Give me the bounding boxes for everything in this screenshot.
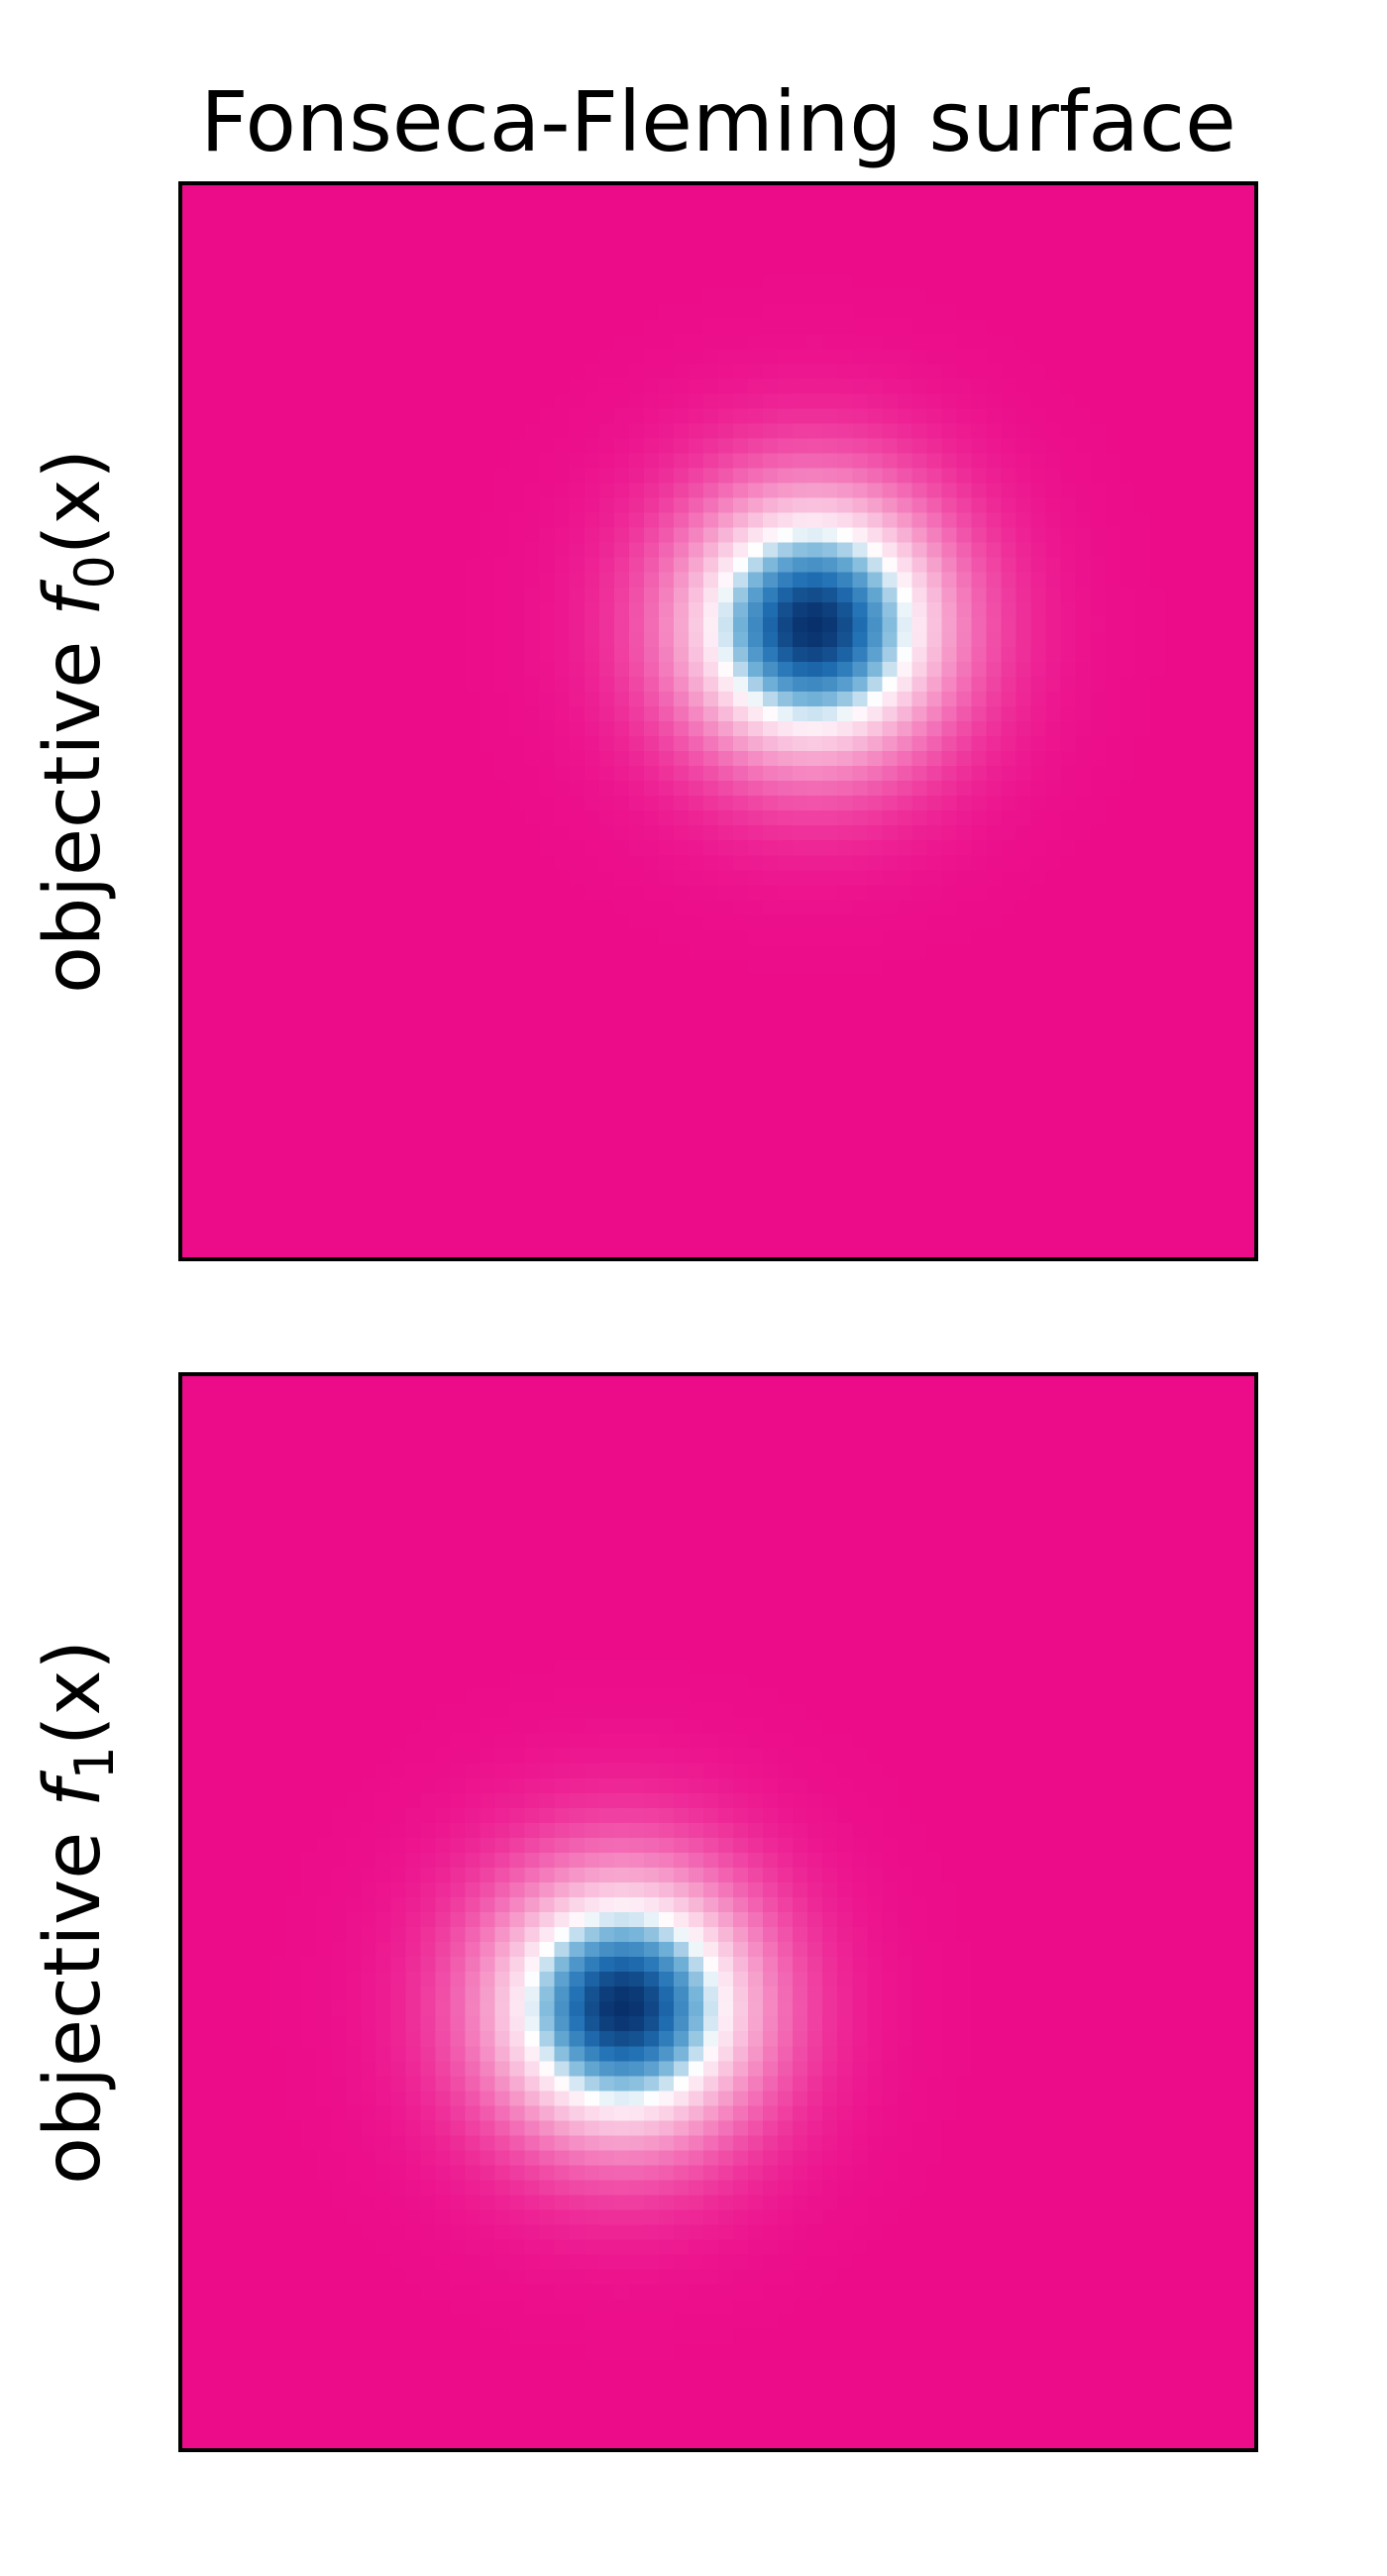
heatmap-panel-f0 (178, 181, 1258, 1261)
y-axis-label-f1-suffix: (x) (29, 1640, 118, 1747)
y-axis-label-f1-subscript: 1 (63, 1746, 126, 1780)
y-axis-label-f1-func: f (29, 1779, 118, 1807)
heatmap-f1 (182, 1376, 1254, 2448)
y-axis-label-f0-prefix: objective (29, 615, 118, 994)
y-axis-label-f0-suffix: (x) (29, 449, 118, 556)
chart-title: Fonseca-Fleming surface (200, 73, 1236, 170)
heatmap-f0 (182, 185, 1254, 1257)
y-axis-label-f0-text: objective f0(x) (29, 449, 140, 994)
y-axis-label-f0-func: f (29, 589, 118, 616)
y-axis-label-f1-text: objective f1(x) (29, 1640, 140, 2185)
y-axis-label-f0: objective f0(x) (0, 181, 168, 1261)
y-axis-label-f0-subscript: 0 (63, 555, 126, 590)
y-axis-label-f1: objective f1(x) (0, 1372, 168, 2452)
heatmap-panel-f1 (178, 1372, 1258, 2452)
y-axis-label-f1-prefix: objective (29, 1806, 118, 2185)
